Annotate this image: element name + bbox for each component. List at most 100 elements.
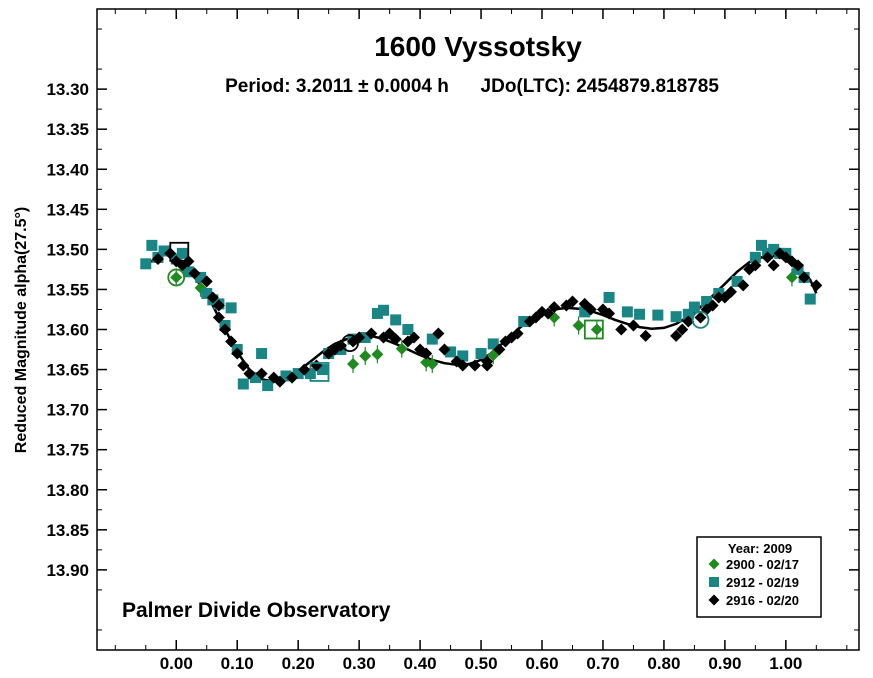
data-point — [621, 306, 633, 318]
data-point — [426, 333, 438, 345]
y-tick-label: 13.75 — [46, 441, 89, 460]
data-point — [670, 329, 683, 342]
x-tick-label: 0.50 — [465, 654, 498, 673]
y-axis-label: Reduced Magnitude alpha(27.5°) — [13, 207, 30, 453]
x-tick-label: 1.00 — [769, 654, 802, 673]
data-point — [176, 247, 188, 259]
data-point — [212, 311, 225, 324]
chart-title: 1600 Vyssotsky — [374, 31, 582, 62]
y-tick-label: 13.35 — [46, 120, 89, 139]
data-point — [487, 338, 499, 350]
data-point — [682, 315, 695, 328]
data-point — [481, 359, 494, 372]
y-tick-label: 13.55 — [46, 280, 89, 299]
data-point — [688, 301, 700, 313]
data-point — [670, 311, 682, 323]
data-point — [389, 333, 402, 346]
data-point — [140, 258, 152, 270]
data-point — [280, 370, 292, 382]
y-tick-label: 13.70 — [46, 401, 89, 420]
y-tick-label: 13.60 — [46, 321, 89, 340]
data-point — [694, 311, 707, 324]
data-point — [219, 323, 232, 336]
highlight-circle — [167, 268, 186, 287]
data-point — [426, 357, 439, 370]
data-point — [201, 287, 213, 299]
data-point — [407, 331, 420, 344]
data-point — [572, 319, 585, 332]
highlight-markers — [167, 241, 710, 382]
data-point — [706, 299, 719, 312]
x-tick-label: 0.00 — [160, 654, 193, 673]
data-point — [256, 348, 268, 360]
data-point — [273, 375, 286, 388]
legend-marker — [709, 577, 719, 587]
data-point — [200, 275, 213, 288]
data-point — [712, 291, 725, 304]
data-point — [390, 314, 402, 326]
legend-label: 2912 - 02/19 — [726, 575, 799, 590]
data-point — [371, 348, 384, 361]
data-point — [420, 347, 433, 360]
data-point — [298, 363, 311, 376]
data-point — [615, 323, 628, 336]
series-2900 — [170, 268, 798, 373]
y-tick-label: 13.40 — [46, 160, 89, 179]
data-point — [188, 267, 201, 280]
data-point — [445, 346, 457, 358]
highlight-square — [309, 362, 330, 382]
y-tick-label: 13.80 — [46, 481, 89, 500]
data-point — [286, 371, 299, 384]
data-point — [353, 331, 366, 344]
data-point — [682, 308, 694, 320]
data-point — [731, 275, 743, 287]
x-tick-label: 0.90 — [708, 654, 741, 673]
x-tick-label: 0.80 — [647, 654, 680, 673]
data-point — [231, 347, 244, 360]
legend-marker — [708, 594, 720, 606]
data-point — [158, 245, 170, 257]
data-point — [639, 329, 652, 342]
data-point — [292, 368, 304, 380]
data-point — [584, 303, 597, 316]
data-point — [798, 271, 811, 284]
data-point — [146, 239, 158, 251]
x-tick-label: 0.70 — [586, 654, 619, 673]
data-point — [371, 307, 383, 319]
x-tick-label: 0.40 — [404, 654, 437, 673]
data-point — [652, 309, 664, 321]
legend-title: Year: 2009 — [728, 541, 792, 556]
data-point — [182, 266, 194, 278]
data-point — [317, 364, 329, 376]
data-point — [262, 380, 274, 392]
x-tick-label: 0.30 — [343, 654, 376, 673]
x-tick-label: 0.10 — [221, 654, 254, 673]
data-point — [518, 315, 530, 327]
data-point — [432, 327, 445, 340]
y-tick-label: 13.65 — [46, 361, 89, 380]
data-point — [378, 304, 390, 316]
legend: Year: 2009 2900 - 02/17 2912 - 02/19 2916 … — [696, 536, 822, 618]
data-point — [457, 350, 469, 362]
data-point — [511, 327, 524, 340]
data-point — [151, 252, 164, 265]
data-point — [365, 327, 378, 340]
data-point — [755, 239, 767, 251]
x-tick-label: 0.20 — [282, 654, 315, 673]
data-point — [761, 251, 774, 264]
legend-label: 2916 - 02/20 — [726, 593, 799, 608]
data-point — [359, 332, 371, 344]
data-point — [792, 259, 805, 272]
legend-label: 2900 - 02/17 — [726, 557, 799, 572]
data-point — [225, 302, 237, 314]
data-point — [402, 324, 414, 335]
data-point — [359, 349, 372, 362]
data-points — [140, 239, 823, 392]
y-axis-ticks: 13.30 13.35 13.40 13.45 13.50 13.55 13.60 13.65… — [46, 28, 859, 631]
data-point — [804, 293, 816, 305]
chart-subtitle: Period: 3.2011 ± 0.0004 h JDo(LTC): 2454… — [225, 76, 719, 97]
data-point — [475, 348, 487, 360]
data-point — [590, 323, 603, 336]
data-point — [395, 342, 408, 355]
